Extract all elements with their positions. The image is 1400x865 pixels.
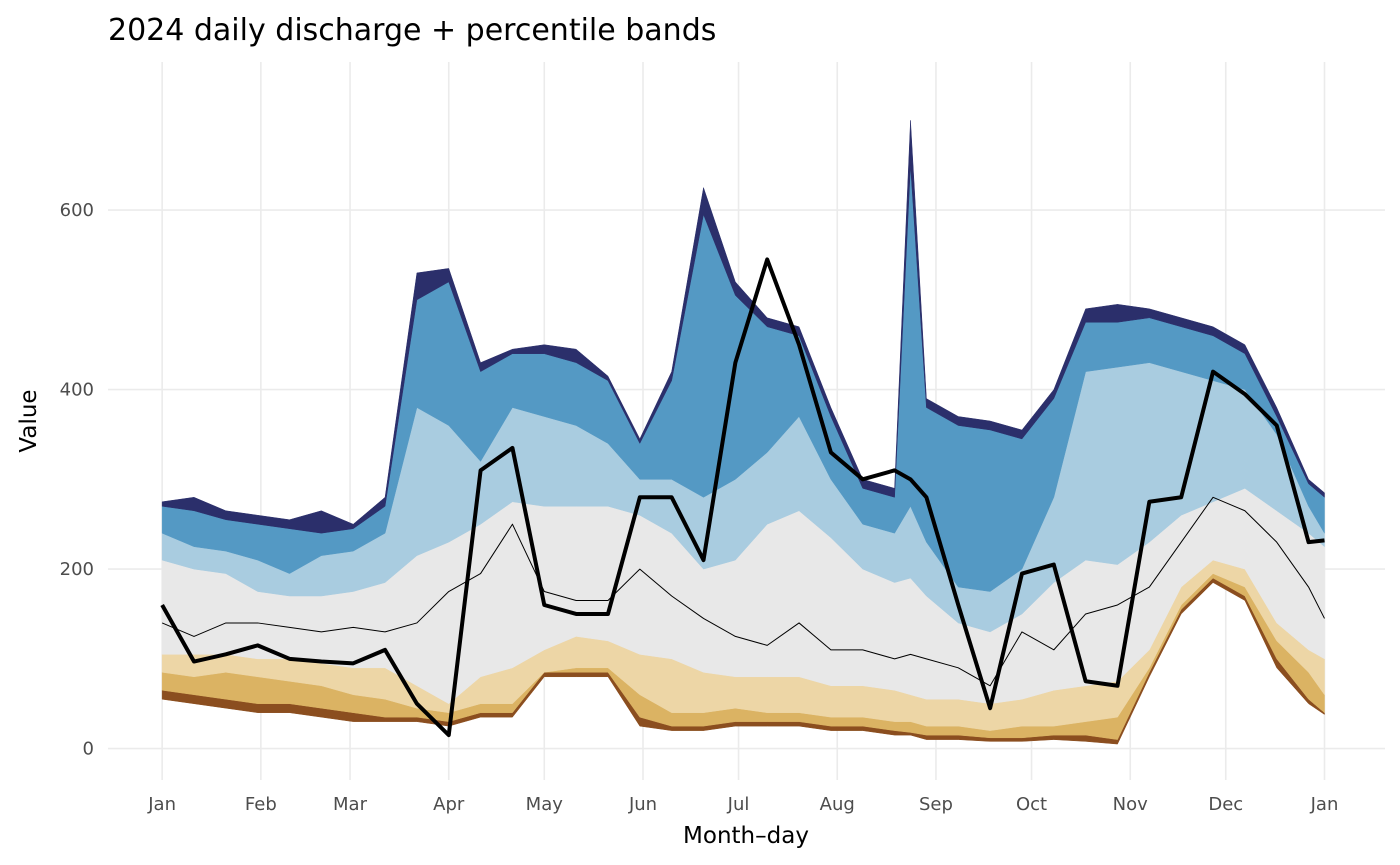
x-tick-label: Sep — [919, 794, 953, 815]
x-tick-label: Apr — [433, 794, 465, 815]
x-tick-label: Jul — [727, 794, 750, 815]
x-tick-label: Jun — [628, 794, 657, 815]
x-tick-label: Jan — [147, 794, 176, 815]
series-line — [161, 496, 1325, 687]
chart-title: 2024 daily discharge + percentile bands — [108, 13, 716, 48]
x-tick-label: Aug — [820, 794, 855, 815]
y-tick-label: 600 — [60, 200, 94, 221]
percentile-band — [161, 120, 1325, 534]
x-tick-label: Nov — [1113, 794, 1148, 815]
y-axis-title: Value — [16, 389, 42, 452]
x-axis-title: Month–day — [683, 823, 809, 849]
x-tick-label: Jan — [1310, 794, 1339, 815]
y-tick-label: 200 — [60, 559, 94, 580]
bands — [161, 120, 1325, 745]
y-tick-label: 400 — [60, 380, 94, 401]
x-tick-label: Feb — [245, 794, 277, 815]
y-tick-label: 0 — [83, 739, 94, 760]
series-line — [160, 257, 1325, 738]
x-tick-label: Dec — [1208, 794, 1243, 815]
x-tick-label: Mar — [333, 794, 368, 815]
x-tick-label: Oct — [1016, 794, 1047, 815]
x-tick-label: May — [526, 794, 564, 815]
